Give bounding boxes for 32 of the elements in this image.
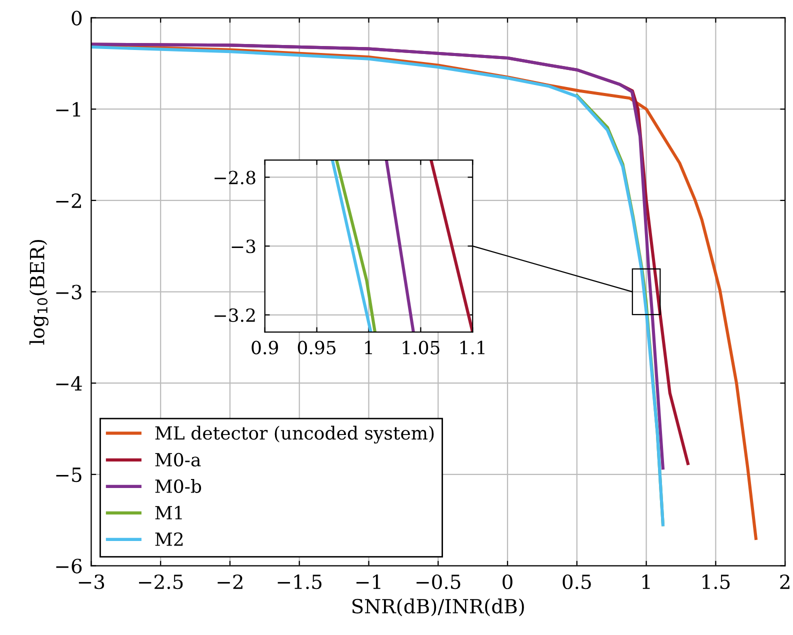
x-tick-label: 2 [780,574,790,589]
legend-label: M0-b [155,479,202,494]
x-tick-label: 1 [365,340,372,354]
x-tick-label: 0 [502,574,512,590]
y-tick-label: −2.8 [214,170,256,184]
y-tick-label: −3.2 [214,308,255,322]
y-tick-label: −5 [56,468,82,482]
legend-label: M1 [155,506,182,520]
y-tick-label: −2 [56,193,81,208]
x-tick-label: −0.5 [416,574,460,590]
legend-label: M0-a [155,452,201,467]
x-tick-label: 0.95 [298,340,336,354]
x-tick-label: −1 [356,574,380,589]
legend-label: ML detector (uncoded system) [155,426,434,444]
y-tick-label: −6 [56,558,82,574]
y-tick-label: −3 [56,284,82,300]
x-tick-label: 0.5 [562,574,591,590]
x-tick-label: 1.1 [460,340,484,354]
legend-label: M2 [155,532,183,546]
x-tick-label: −3 [78,574,104,590]
y-axis-title: log$_{10}$(BER) [29,240,48,345]
y-tick-label: 0 [72,10,82,26]
x-tick-label: −2.5 [139,574,183,590]
x-tick-label: 1 [642,574,650,589]
y-tick-label: −4 [56,376,82,391]
x-axis-title: SNR(dB)/INR(dB) [352,598,524,616]
x-tick-label: 0.9 [252,340,278,354]
x-tick-label: 1.05 [402,340,440,354]
x-tick-label: −1.5 [278,574,322,590]
y-tick-label: −1 [56,102,80,116]
x-tick-label: 1.5 [702,574,730,590]
y-tick-label: −3 [232,240,256,254]
